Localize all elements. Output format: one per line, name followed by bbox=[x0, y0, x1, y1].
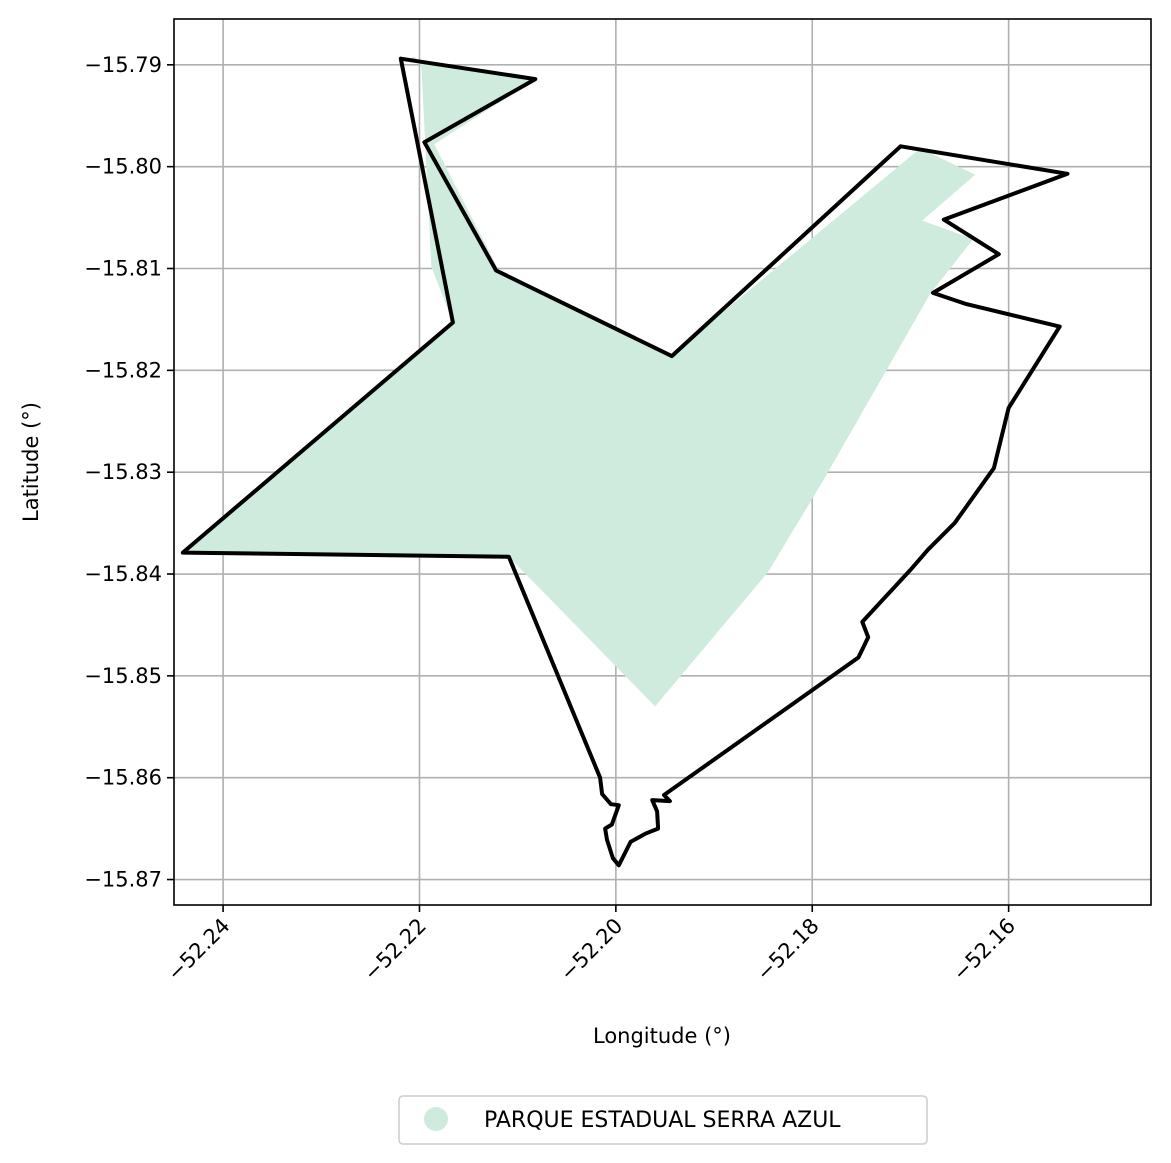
park-fill-polygon bbox=[183, 56, 976, 707]
y-tick-label: −15.85 bbox=[84, 664, 162, 688]
region-layer bbox=[180, 56, 1070, 868]
y-tick-label: −15.80 bbox=[84, 155, 162, 179]
y-axis-title: Latitude (°) bbox=[19, 402, 43, 522]
y-tick-label: −15.82 bbox=[84, 358, 162, 382]
y-tick-label: −15.81 bbox=[84, 257, 162, 281]
legend: PARQUE ESTADUAL SERRA AZUL bbox=[398, 1095, 928, 1145]
legend-frame bbox=[398, 1095, 928, 1145]
y-tick-label: −15.86 bbox=[84, 766, 162, 790]
legend-label-serra-azul: PARQUE ESTADUAL SERRA AZUL bbox=[484, 1108, 841, 1133]
y-tick-label: −15.83 bbox=[84, 460, 162, 484]
y-axis-ticks: −15.79 −15.80 −15.81 −15.82 −15.83 −15.84 −15.… bbox=[84, 53, 174, 892]
y-tick-label: −15.87 bbox=[84, 868, 162, 892]
y-tick-label: −15.79 bbox=[84, 53, 162, 77]
x-axis-title: Longitude (°) bbox=[593, 1024, 731, 1048]
legend-swatch-serra-azul bbox=[424, 1107, 448, 1131]
y-tick-label: −15.84 bbox=[84, 562, 162, 586]
plot-frame bbox=[173, 18, 1152, 906]
park-boundary-outline bbox=[180, 56, 1070, 868]
